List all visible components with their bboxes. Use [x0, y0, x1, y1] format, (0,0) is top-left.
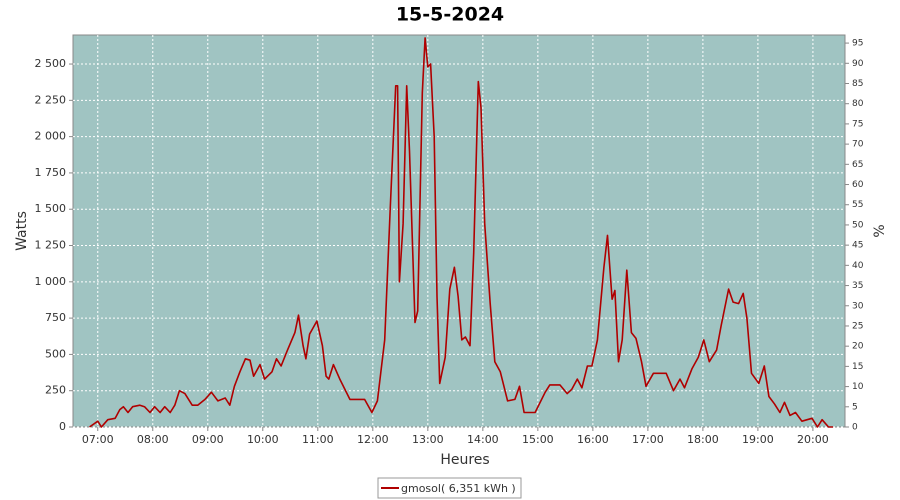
y2-axis-label: % [872, 224, 888, 237]
x-tick-label: 09:00 [192, 433, 224, 446]
x-tick-label: 20:00 [797, 433, 829, 446]
legend-label: gmosol( 6,351 kWh ) [401, 482, 516, 495]
x-tick-label: 07:00 [82, 433, 114, 446]
y2-tick-label: 50 [852, 220, 864, 230]
y-tick-label: 500 [45, 347, 66, 360]
y-tick-label: 1 750 [35, 166, 67, 179]
x-tick-label: 08:00 [137, 433, 169, 446]
plot-area [72, 34, 846, 428]
y2-tick-label: 70 [852, 140, 864, 150]
x-tick-label: 13:00 [412, 433, 444, 446]
x-tick-label: 11:00 [302, 433, 334, 446]
x-tick-label: 14:00 [467, 433, 499, 446]
y-tick-label: 1 000 [35, 275, 67, 288]
y2-tick-label: 25 [852, 321, 863, 331]
y2-tick-label: 80 [852, 99, 864, 109]
y2-tick-label: 20 [852, 342, 864, 352]
y2-tick-label: 5 [852, 402, 858, 412]
x-tick-label: 15:00 [522, 433, 554, 446]
y2-tick-label: 40 [852, 261, 864, 271]
x-tick-label: 12:00 [357, 433, 389, 446]
y-tick-label: 2 000 [35, 130, 67, 143]
legend-box [377, 477, 522, 499]
x-tick-label: 10:00 [247, 433, 279, 446]
y-tick-label: 750 [45, 311, 66, 324]
y2-tick-label: 60 [852, 180, 864, 190]
y-tick-label: 2 500 [35, 57, 67, 70]
y2-tick-label: 10 [852, 382, 864, 392]
y2-tick-label: 0 [852, 423, 858, 433]
y2-tick-label: 30 [852, 301, 864, 311]
y2-tick-label: 90 [852, 59, 864, 69]
y-tick-label: 250 [45, 384, 66, 397]
chart-title: 15-5-2024 [396, 4, 504, 26]
y-tick-label: 0 [59, 420, 66, 433]
x-tick-label: 17:00 [632, 433, 664, 446]
series-line [89, 37, 834, 428]
y2-tick-label: 15 [852, 362, 863, 372]
y2-tick-label: 75 [852, 119, 863, 129]
y-tick-label: 2 250 [35, 93, 67, 106]
y2-tick-label: 65 [852, 160, 863, 170]
x-tick-label: 16:00 [577, 433, 609, 446]
x-axis-label: Heures [440, 452, 489, 468]
y2-tick-label: 35 [852, 281, 863, 291]
y2-tick-label: 55 [852, 200, 863, 210]
x-tick-label: 18:00 [687, 433, 719, 446]
y-tick-label: 1 250 [35, 239, 67, 252]
x-tick-label: 19:00 [742, 433, 774, 446]
y2-tick-label: 45 [852, 241, 863, 251]
y2-tick-label: 85 [852, 79, 863, 89]
y2-tick-label: 95 [852, 39, 863, 49]
y-tick-label: 1 500 [35, 202, 67, 215]
y-axis-label: Watts [14, 211, 30, 251]
